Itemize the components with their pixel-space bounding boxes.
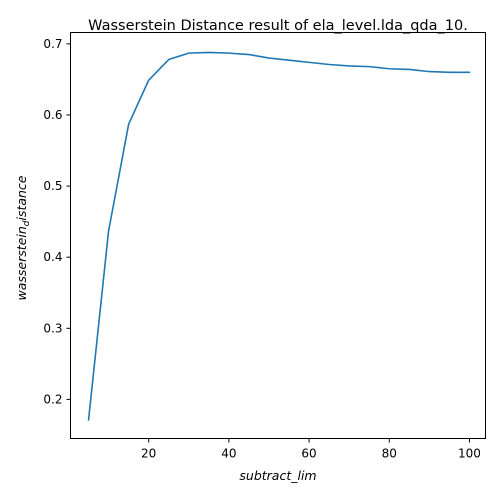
chart-title: Wasserstein Distance result of ela_level…: [88, 18, 468, 34]
plot-area: [87, 51, 471, 421]
x-tick-label: 40: [221, 447, 236, 461]
x-tick-label: 80: [382, 447, 397, 461]
y-tick-label: 0.3: [43, 321, 62, 335]
y-axis-label-main: wasserstein: [14, 226, 29, 300]
x-tick-label: 60: [301, 447, 316, 461]
x-tick-label: 100: [458, 447, 481, 461]
y-tick-label: 0.2: [43, 392, 62, 406]
y-axis: 0.2 0.3 0.4 0.5 0.6 0.7: [43, 37, 71, 406]
x-tick-label: 20: [141, 447, 156, 461]
y-tick-label: 0.7: [43, 37, 62, 51]
y-axis-label-rest: istance: [14, 175, 29, 220]
y-tick-label: 0.5: [43, 179, 62, 193]
series-line: [87, 51, 471, 421]
y-tick-label: 0.6: [43, 108, 62, 122]
y-axis-label: wassersteindistance: [14, 175, 32, 300]
x-axis-label: subtract_lim: [239, 468, 316, 483]
y-axis-label-sub: d: [22, 220, 32, 226]
x-axis: 20 40 60 80 100: [141, 438, 481, 461]
plot-frame: [70, 32, 486, 439]
y-tick-label: 0.4: [43, 250, 62, 264]
